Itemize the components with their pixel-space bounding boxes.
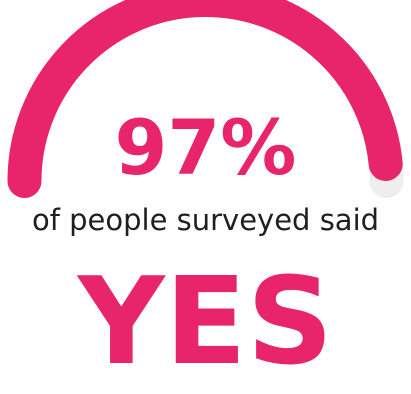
survey-caption: of people surveyed said	[31, 203, 380, 237]
survey-answer: YES	[77, 253, 334, 392]
percentage-value: 97%	[114, 103, 297, 192]
gauge-fill	[7, 0, 403, 198]
